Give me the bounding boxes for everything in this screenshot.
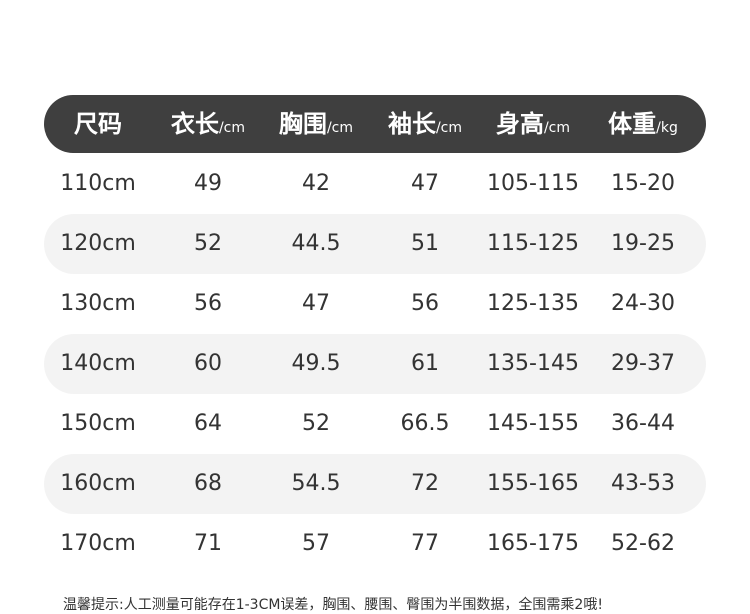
header-cell: 尺码 [43, 108, 153, 140]
header-label: 胸围 [278, 110, 327, 138]
table-cell: 42 [302, 171, 330, 196]
table-cell: 135-145 [487, 351, 579, 376]
table-cell: 110cm [60, 171, 136, 196]
table-cell: 52 [194, 231, 222, 256]
table-header [44, 95, 706, 153]
table-cell: 57 [302, 531, 330, 556]
table-cell: 44.5 [291, 231, 341, 256]
header-unit: /cm [543, 120, 571, 136]
table-cell: 150cm [60, 411, 136, 436]
header-unit: /cm [435, 120, 463, 136]
table-cell: 47 [411, 171, 439, 196]
header-unit: /cm [218, 120, 246, 136]
table-cell: 43-53 [611, 471, 675, 496]
header-unit: /cm [326, 120, 354, 136]
table-cell: 61 [411, 351, 439, 376]
table-cell: 56 [194, 291, 222, 316]
header-label: 衣长 [170, 110, 219, 138]
row-stripe [44, 334, 706, 394]
row-stripe [44, 454, 706, 514]
header-label: 尺码 [74, 110, 122, 138]
table-cell: 71 [194, 531, 222, 556]
table-cell: 15-20 [611, 171, 675, 196]
header-cell: 体重/kg [588, 108, 698, 144]
table-cell: 66.5 [400, 411, 450, 436]
table-cell: 24-30 [611, 291, 675, 316]
row-stripe [44, 214, 706, 274]
table-cell: 105-115 [487, 171, 579, 196]
table-cell: 140cm [60, 351, 136, 376]
table-cell: 64 [194, 411, 222, 436]
table-cell: 72 [411, 471, 439, 496]
table-cell: 19-25 [611, 231, 675, 256]
table-cell: 60 [194, 351, 222, 376]
header-unit: /kg [656, 120, 678, 136]
table-cell: 77 [411, 531, 439, 556]
header-label: 袖长 [387, 110, 436, 138]
table-cell: 68 [194, 471, 222, 496]
table-cell: 36-44 [611, 411, 675, 436]
header-cell: 胸围/cm [261, 108, 371, 144]
table-cell: 29-37 [611, 351, 675, 376]
header-cell: 袖长/cm [370, 108, 480, 144]
table-cell: 115-125 [487, 231, 579, 256]
table-cell: 52 [302, 411, 330, 436]
table-cell: 125-135 [487, 291, 579, 316]
table-cell: 47 [302, 291, 330, 316]
table-cell: 155-165 [487, 471, 579, 496]
table-cell: 170cm [60, 531, 136, 556]
table-cell: 165-175 [487, 531, 579, 556]
table-cell: 160cm [60, 471, 136, 496]
table-cell: 120cm [60, 231, 136, 256]
header-cell: 身高/cm [478, 108, 588, 144]
header-label: 身高 [495, 110, 544, 138]
table-cell: 49 [194, 171, 222, 196]
table-cell: 56 [411, 291, 439, 316]
header-label: 体重 [608, 110, 657, 138]
table-cell: 49.5 [291, 351, 341, 376]
note: 温馨提示:人工测量可能存在1-3CM误差，胸围、腰围、臀围为半围数据，全围需乘2… [63, 597, 603, 613]
table-cell: 145-155 [487, 411, 579, 436]
table-cell: 54.5 [291, 471, 341, 496]
table-cell: 52-62 [611, 531, 675, 556]
table-cell: 130cm [60, 291, 136, 316]
header-cell: 衣长/cm [153, 108, 263, 144]
table-cell: 51 [411, 231, 439, 256]
